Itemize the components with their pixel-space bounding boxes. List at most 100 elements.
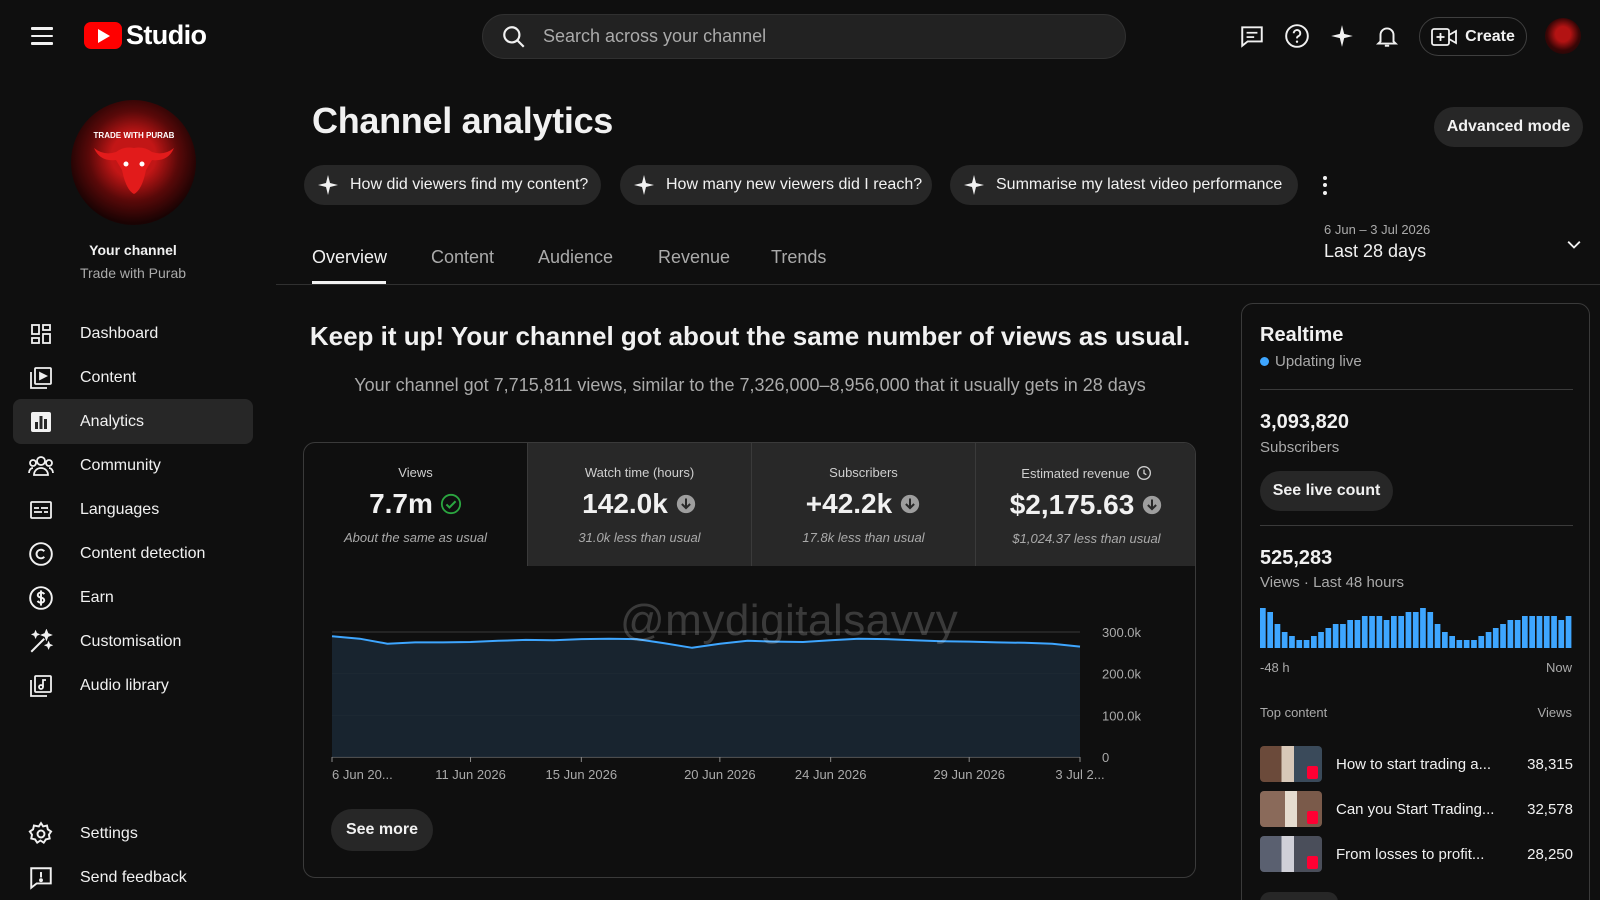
logo-text: Studio [126,20,207,50]
sidebar-item-content-detection[interactable]: Content detection [13,531,253,576]
chip-label: Summarise my latest video performance [996,176,1283,193]
live-label: Updating live [1275,353,1362,370]
search-input[interactable] [543,26,1063,47]
views-chart: 0 100.0k 200.0k 300.0k 6 Jun 20... 11 Jun 202… [331,625,1142,782]
channel-avatar[interactable]: TRADE WITH PURAB [71,100,196,225]
sidebar-item-label: Community [80,456,161,474]
studio-logo[interactable]: Studio [84,20,207,51]
realtime-bar [1383,620,1390,648]
realtime-bar [1369,616,1375,648]
realtime-bar [1405,612,1412,648]
analytics-icon [27,408,55,436]
realtime-bar [1565,616,1572,648]
suggestion-chip-new-viewers[interactable]: How many new viewers did I reach? [620,165,932,205]
tab-trends[interactable]: Trends [771,247,827,267]
realtime-bar [1361,616,1368,648]
metric-watch-time[interactable]: Watch time (hours) 142.0k 31.0k less tha… [528,443,751,566]
search-icon [503,25,525,48]
content-icon [27,364,55,392]
realtime-bar [1492,628,1499,648]
x-tick-label: 29 Jun 2026 [933,767,1005,782]
sidebar-item-label: Audio library [80,676,169,694]
top-content-row[interactable]: Can you Start Trading... 32,578 [1260,790,1573,828]
metric-value: +42.2k [805,488,893,519]
metric-label: Estimated revenue [1021,465,1130,481]
chip-label: How many new viewers did I reach? [666,176,923,193]
video-views: 32,578 [1527,800,1573,818]
more-options-icon[interactable] [1317,171,1333,199]
metric-divider [527,443,528,566]
sidebar-item-analytics[interactable]: Analytics [13,399,253,444]
metric-estimated-revenue[interactable]: Estimated revenue $2,175.63 $1,024.37 le… [976,443,1195,566]
sidebar-item-send-feedback[interactable]: Send feedback [13,855,253,900]
realtime-bar [1543,616,1550,648]
realtime-bar [1311,636,1317,648]
bull-logo-icon: TRADE WITH PURAB [93,131,174,194]
sidebar-item-content[interactable]: Content [13,355,253,400]
tabs-divider [276,284,1600,285]
realtime-bar [1420,608,1426,648]
video-title: How to start trading a... [1336,755,1492,773]
tab-overview[interactable]: Overview [312,247,388,267]
metric-views[interactable]: Views 7.7m About the same as usual [304,443,527,566]
suggestion-chip-find-content[interactable]: How did viewers find my content? [304,165,601,205]
sparkle-icon[interactable] [1326,20,1358,52]
metric-subscribers[interactable]: Subscribers +42.2k 17.8k less than usual [752,443,975,566]
sidebar-item-earn[interactable]: Earn [13,575,253,620]
date-range-dates: 6 Jun – 3 Jul 2026 [1324,222,1431,237]
tab-revenue[interactable]: Revenue [658,247,731,267]
metric-label: Views [398,465,433,480]
tab-content[interactable]: Content [431,247,495,267]
channel-name[interactable]: Trade with Purab [79,265,187,281]
sidebar-item-community[interactable]: Community [13,443,253,488]
realtime-subscribers-value: 3,093,820 [1260,411,1349,433]
account-avatar[interactable] [1545,18,1581,54]
x-tick-label: 24 Jun 2026 [795,767,867,782]
notifications-icon[interactable] [1371,20,1403,52]
create-label: Create [1465,27,1515,45]
realtime-bar [1260,608,1266,648]
metric-divider [751,443,752,566]
realtime-bar [1449,636,1455,648]
sidebar-item-settings[interactable]: Settings [13,811,253,856]
insight-subline: Your channel got 7,715,811 views, simila… [354,375,1146,395]
sidebar-item-dashboard[interactable]: Dashboard [13,311,253,356]
suggestion-chip-summarise[interactable]: Summarise my latest video performance [950,165,1298,205]
menu-icon[interactable] [26,22,58,50]
see-more-button[interactable]: See more [331,809,433,851]
sidebar-item-customisation[interactable]: Customisation [13,619,253,664]
active-tab-indicator [312,281,386,284]
top-content-row[interactable]: How to start trading a... 38,315 [1260,745,1573,783]
realtime-bar [1500,624,1506,648]
realtime-bar [1463,640,1470,648]
divider [1260,389,1573,390]
realtime-bar [1274,624,1281,648]
advanced-mode-button[interactable]: Advanced mode [1434,107,1583,147]
realtime-bar [1478,636,1485,648]
realtime-bar [1471,640,1477,648]
metric-note: $1,024.37 less than usual [1012,531,1161,546]
top-content-row[interactable]: From losses to profit... 28,250 [1260,835,1573,873]
sidebar-item-languages[interactable]: Languages [13,487,253,532]
date-range-selector[interactable]: 6 Jun – 3 Jul 2026 Last 28 days [1324,222,1584,270]
realtime-axis-end: Now [1545,660,1572,675]
tab-audience[interactable]: Audience [538,247,614,267]
chevron-down-icon [1567,241,1581,249]
search-bar[interactable] [482,14,1126,59]
realtime-bar [1398,616,1404,648]
see-live-count-button[interactable]: See live count [1260,471,1393,511]
create-video-icon [1431,27,1457,46]
divider [1260,525,1573,526]
help-icon[interactable] [1281,20,1313,52]
realtime-bar [1354,620,1361,648]
realtime-bar-chart [1260,608,1572,648]
youtube-logo-icon [84,22,122,49]
create-button[interactable]: Create [1419,17,1527,56]
sidebar-item-label: Dashboard [80,324,159,342]
go-to-realtime-button[interactable] [1260,892,1338,900]
realtime-bar [1376,616,1383,648]
video-views: 28,250 [1527,845,1573,863]
sidebar-item-audio-library[interactable]: Audio library [13,663,253,708]
video-views: 38,315 [1527,755,1573,773]
feedback-comment-icon[interactable] [1236,20,1268,52]
